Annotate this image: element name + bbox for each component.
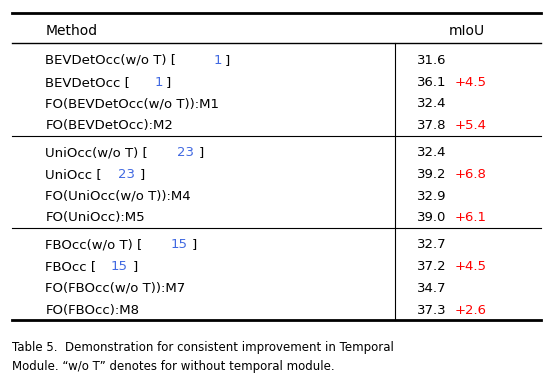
Text: 32.4: 32.4 <box>417 98 446 111</box>
Text: +6.1: +6.1 <box>455 212 487 224</box>
Text: 39.0: 39.0 <box>417 212 446 224</box>
Text: 32.7: 32.7 <box>417 238 446 252</box>
Text: 32.9: 32.9 <box>417 190 446 203</box>
Text: +4.5: +4.5 <box>455 76 487 89</box>
Text: 1: 1 <box>154 76 163 89</box>
Text: 36.1: 36.1 <box>417 76 446 89</box>
Text: ]: ] <box>133 260 138 273</box>
Text: ]: ] <box>140 168 145 181</box>
Text: 23: 23 <box>118 168 135 181</box>
Text: UniOcc(w/o T) [: UniOcc(w/o T) [ <box>45 146 148 159</box>
Text: BEVDetOcc [: BEVDetOcc [ <box>45 76 131 89</box>
Text: BEVDetOcc(w/o T) [: BEVDetOcc(w/o T) [ <box>45 54 176 67</box>
Text: 31.6: 31.6 <box>417 54 446 67</box>
Text: 37.2: 37.2 <box>417 260 446 273</box>
Text: 37.3: 37.3 <box>417 304 446 317</box>
Text: FBOcc [: FBOcc [ <box>45 260 97 273</box>
Text: Method: Method <box>45 24 97 38</box>
Text: 37.2: 37.2 <box>417 260 446 273</box>
Text: 32.4: 32.4 <box>417 146 446 159</box>
Text: FO(UniOcc(w/o T)):M4: FO(UniOcc(w/o T)):M4 <box>45 190 191 203</box>
Text: ]: ] <box>165 76 170 89</box>
Text: 37.8: 37.8 <box>417 119 446 132</box>
Text: +5.4: +5.4 <box>455 119 487 132</box>
Text: 39.2: 39.2 <box>417 168 446 181</box>
Text: +2.6: +2.6 <box>455 304 487 317</box>
Text: FBOcc(w/o T) [: FBOcc(w/o T) [ <box>45 238 143 252</box>
Text: Table 5.  Demonstration for consistent improvement in Temporal
Module. “w/o T” d: Table 5. Demonstration for consistent im… <box>12 341 394 373</box>
Text: FO(BEVDetOcc):M2: FO(BEVDetOcc):M2 <box>45 119 173 132</box>
Text: 37.3: 37.3 <box>417 304 446 317</box>
Text: 37.8: 37.8 <box>417 119 446 132</box>
Text: FO(BEVDetOcc(w/o T)):M1: FO(BEVDetOcc(w/o T)):M1 <box>45 98 220 111</box>
Text: ]: ] <box>225 54 229 67</box>
Text: ]: ] <box>192 238 197 252</box>
Text: 1: 1 <box>213 54 222 67</box>
Text: +6.8: +6.8 <box>455 168 487 181</box>
Text: 23: 23 <box>178 146 194 159</box>
Text: +4.5: +4.5 <box>455 260 487 273</box>
Text: 34.7: 34.7 <box>417 282 446 295</box>
Text: 15: 15 <box>111 260 128 273</box>
Text: mIoU: mIoU <box>448 24 484 38</box>
Text: 39.0: 39.0 <box>417 212 446 224</box>
Text: 39.2: 39.2 <box>417 168 446 181</box>
Text: 15: 15 <box>170 238 187 252</box>
Text: FO(UniOcc):M5: FO(UniOcc):M5 <box>45 212 145 224</box>
Text: FO(FBOcc(w/o T)):M7: FO(FBOcc(w/o T)):M7 <box>45 282 186 295</box>
Text: FO(FBOcc):M8: FO(FBOcc):M8 <box>45 304 139 317</box>
Text: 36.1: 36.1 <box>417 76 446 89</box>
Text: UniOcc [: UniOcc [ <box>45 168 102 181</box>
Text: ]: ] <box>199 146 205 159</box>
